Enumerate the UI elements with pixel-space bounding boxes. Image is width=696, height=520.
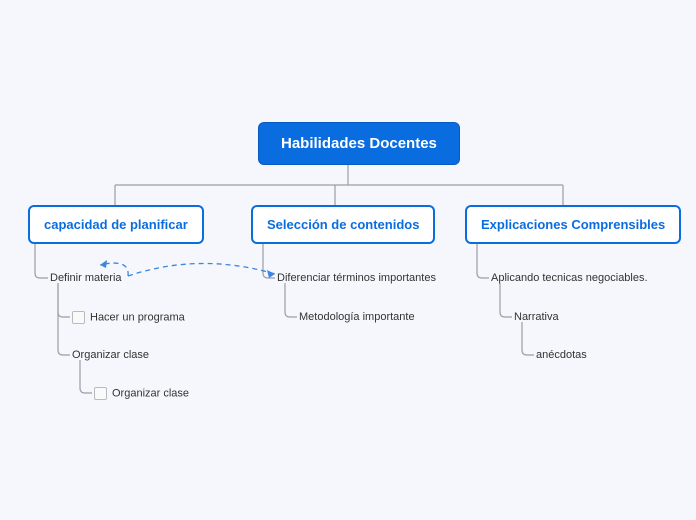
leaf-definir-materia[interactable]: Definir materia <box>50 272 122 284</box>
root-node[interactable]: Habilidades Docentes <box>258 122 460 165</box>
checkbox-icon[interactable] <box>94 387 107 400</box>
leaf-metodologia[interactable]: Metodología importante <box>299 311 415 323</box>
leaf-text: Diferenciar términos importantes <box>277 272 436 284</box>
leaf-hacer-programa[interactable]: Hacer un programa <box>72 311 185 324</box>
branch-label: Selección de contenidos <box>267 217 419 232</box>
branch-label: Explicaciones Comprensibles <box>481 217 665 232</box>
leaf-narrativa[interactable]: Narrativa <box>514 311 559 323</box>
leaf-tecnicas[interactable]: Aplicando tecnicas negociables. <box>491 272 648 284</box>
branch-explicaciones[interactable]: Explicaciones Comprensibles <box>465 205 681 244</box>
leaf-text: Organizar clase <box>72 349 149 361</box>
leaf-text: Narrativa <box>514 311 559 323</box>
leaf-anecdotas[interactable]: anécdotas <box>536 349 587 361</box>
leaf-text: Organizar clase <box>112 387 189 399</box>
checkbox-icon[interactable] <box>72 311 85 324</box>
leaf-text: Hacer un programa <box>90 311 185 323</box>
leaf-organizar-clase-1[interactable]: Organizar clase <box>72 349 149 361</box>
root-label: Habilidades Docentes <box>281 135 437 152</box>
leaf-organizar-clase-2[interactable]: Organizar clase <box>94 387 189 400</box>
branch-planificar[interactable]: capacidad de planificar <box>28 205 204 244</box>
branch-contenidos[interactable]: Selección de contenidos <box>251 205 435 244</box>
leaf-text: Metodología importante <box>299 311 415 323</box>
connectors-layer <box>0 0 696 520</box>
branch-label: capacidad de planificar <box>44 217 188 232</box>
leaf-text: Aplicando tecnicas negociables. <box>491 272 648 284</box>
leaf-diferenciar[interactable]: Diferenciar términos importantes <box>277 272 436 284</box>
leaf-text: anécdotas <box>536 349 587 361</box>
leaf-text: Definir materia <box>50 272 122 284</box>
